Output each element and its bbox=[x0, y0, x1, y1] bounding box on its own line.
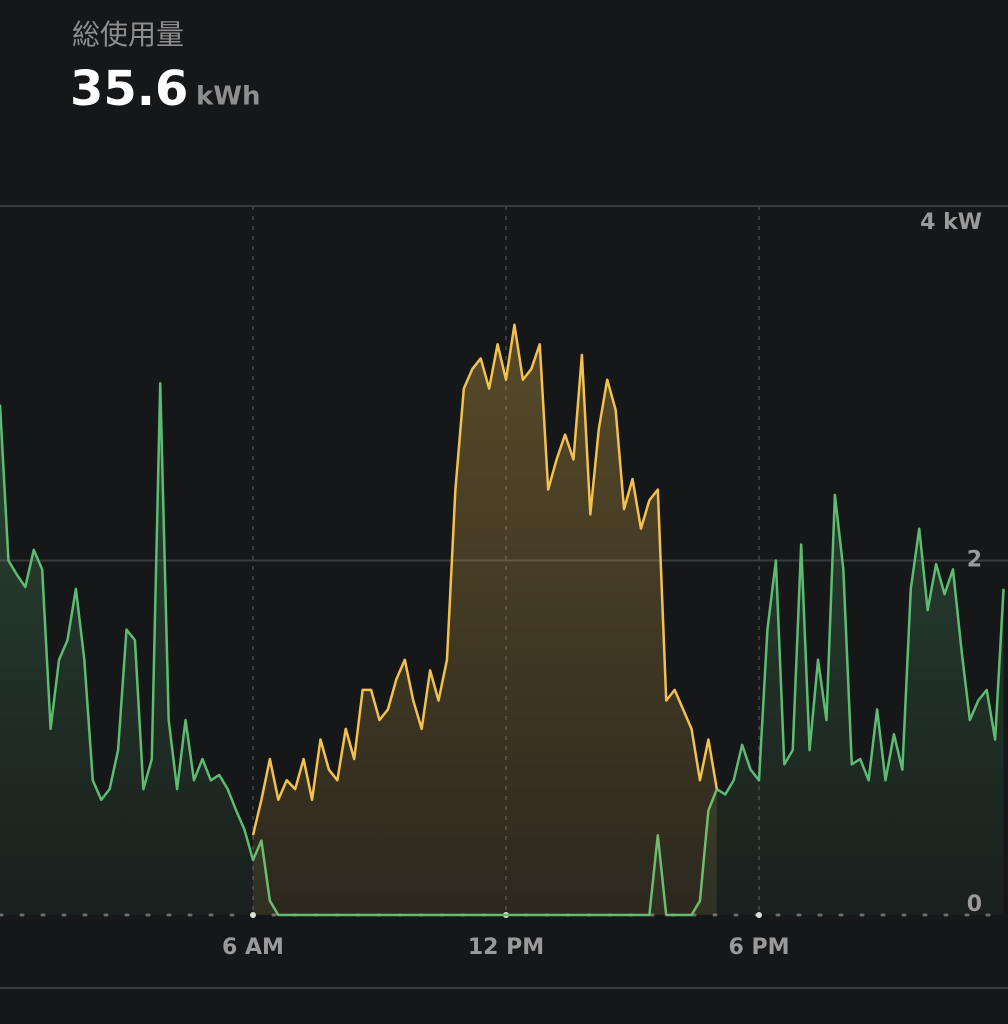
total-value: 35.6 bbox=[70, 61, 188, 117]
labels: 0 2 4 kW 6 AM 12 PM 6 PM bbox=[222, 210, 982, 960]
x-tick-label: 6 PM bbox=[729, 935, 790, 960]
area bbox=[0, 383, 1004, 915]
title: 総使用量 bbox=[72, 18, 184, 51]
x-tick-label: 6 AM bbox=[222, 935, 284, 960]
y-tick-label: 2 bbox=[967, 548, 982, 573]
line bbox=[251, 323, 719, 836]
y-tick-label: 0 bbox=[967, 892, 982, 917]
total-unit: kWh bbox=[196, 82, 260, 112]
y-tick-label: 4 kW bbox=[920, 210, 982, 235]
area bbox=[253, 324, 717, 915]
plot bbox=[0, 323, 1005, 917]
x-tick-label: 12 PM bbox=[468, 935, 544, 960]
